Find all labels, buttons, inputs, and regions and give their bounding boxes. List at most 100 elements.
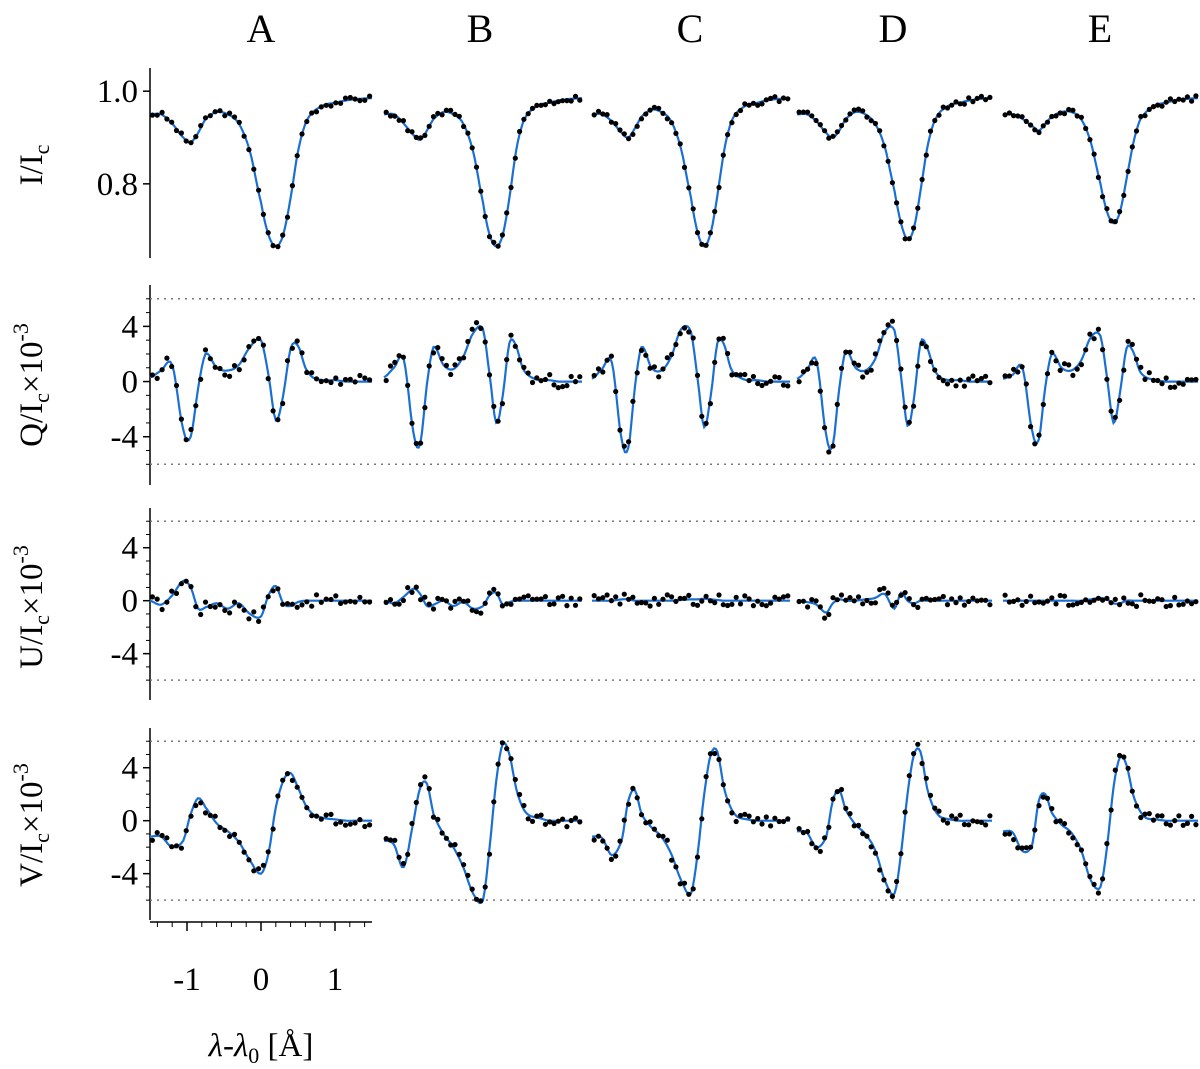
observed-point-i-d <box>974 95 980 101</box>
observed-point-u-c <box>737 601 744 607</box>
observed-point-q-e <box>1121 367 1127 373</box>
observed-point-u-c <box>630 594 636 600</box>
observed-point-u-c <box>763 603 769 609</box>
observed-point-q-e <box>1053 358 1059 364</box>
observed-point-u-b <box>461 598 467 604</box>
observed-point-i-c <box>785 96 791 102</box>
observed-point-v-b <box>430 814 437 820</box>
ylabel-q: Q/Ic×10-3 <box>8 323 54 447</box>
observed-point-i-d <box>966 95 972 101</box>
observed-point-u-b <box>422 594 428 600</box>
observed-point-q-a <box>352 379 358 385</box>
observed-point-i-e <box>1002 112 1008 118</box>
observed-point-q-e <box>1129 341 1135 347</box>
observed-point-i-a <box>217 108 223 114</box>
observed-point-v-a <box>227 833 233 840</box>
observed-point-i-c <box>690 206 696 212</box>
observed-point-u-c <box>742 593 748 599</box>
observed-point-v-e <box>1006 831 1013 837</box>
observed-point-i-e <box>1070 107 1076 113</box>
observed-point-q-e <box>1163 375 1169 381</box>
observed-point-v-b <box>495 761 501 767</box>
column-label-b: B <box>467 6 494 51</box>
observed-point-q-e <box>1133 356 1140 362</box>
observed-point-u-b <box>392 601 398 607</box>
observed-point-u-c <box>768 600 774 606</box>
fit-line-v-e <box>1002 754 1198 891</box>
observed-point-q-d <box>902 404 908 410</box>
observed-point-q-c <box>617 427 623 433</box>
ytick-label-u: 0 <box>122 584 139 620</box>
observed-point-i-c <box>647 107 653 113</box>
observed-point-q-b <box>508 332 514 338</box>
observed-point-v-d <box>983 822 989 828</box>
observed-point-q-e <box>1159 381 1165 387</box>
observed-point-i-b <box>396 117 402 123</box>
observed-point-q-d <box>949 377 955 383</box>
fit-line-i-a <box>149 97 373 248</box>
observed-point-q-c <box>768 378 774 384</box>
observed-point-q-b <box>456 356 462 362</box>
observed-point-q-a <box>256 335 262 342</box>
observed-point-q-a <box>284 358 291 364</box>
observed-point-u-d <box>809 597 815 603</box>
xtick-label: -1 <box>173 962 201 998</box>
observed-point-i-e <box>1159 103 1165 109</box>
observed-point-v-a <box>193 802 199 809</box>
ylabel-u-sup: -3 <box>8 545 33 563</box>
observed-point-i-b <box>456 113 462 119</box>
observed-point-i-d <box>805 109 811 115</box>
observed-point-q-d <box>911 403 917 409</box>
observed-point-u-b <box>551 601 557 607</box>
observed-point-u-a <box>231 599 238 605</box>
observed-point-v-b <box>499 740 505 746</box>
observed-point-q-b <box>538 378 544 384</box>
observed-point-i-b <box>405 128 411 134</box>
observed-point-v-b <box>413 799 419 806</box>
observed-point-v-a <box>309 813 315 819</box>
observed-point-q-d <box>961 383 968 389</box>
observed-point-q-c <box>604 357 610 363</box>
observed-point-q-b <box>430 350 437 356</box>
observed-point-i-a <box>323 102 329 108</box>
observed-point-v-c <box>681 880 688 886</box>
observed-point-v-d <box>860 831 866 837</box>
observed-point-i-e <box>1117 209 1123 215</box>
observed-point-v-b <box>396 854 402 860</box>
observed-point-v-e <box>1074 842 1080 848</box>
observed-point-u-b <box>396 601 402 607</box>
observed-point-q-c <box>673 341 679 348</box>
observed-point-u-c <box>729 601 735 607</box>
observed-point-i-c <box>776 98 782 105</box>
observed-point-q-b <box>482 339 488 345</box>
observed-point-i-c <box>591 112 597 118</box>
observed-point-v-c <box>733 818 739 825</box>
observed-point-q-d <box>885 322 891 328</box>
observed-point-q-a <box>323 378 329 384</box>
observed-point-i-b <box>400 118 406 124</box>
observed-point-q-c <box>750 373 757 380</box>
observed-point-u-a <box>304 599 310 605</box>
observed-point-u-a <box>318 599 324 605</box>
observed-point-v-b <box>547 819 553 825</box>
observed-point-i-b <box>478 188 484 194</box>
observed-point-q-c <box>595 366 602 372</box>
observed-point-i-d <box>843 117 849 123</box>
observed-point-v-d <box>898 851 904 857</box>
observed-point-u-b <box>504 601 510 607</box>
observed-point-u-c <box>690 601 696 607</box>
observed-point-q-c <box>690 335 696 341</box>
observed-point-v-c <box>686 891 692 897</box>
observed-point-q-b <box>448 371 454 378</box>
observed-point-i-b <box>525 111 531 117</box>
observed-point-v-d <box>974 819 980 825</box>
observed-point-q-b <box>521 364 527 370</box>
observed-point-v-c <box>630 785 636 792</box>
observed-point-u-a <box>188 584 194 590</box>
observed-point-v-d <box>838 786 845 793</box>
observed-point-u-b <box>564 603 570 609</box>
svg-text:V/Ic×10-3: V/Ic×10-3 <box>8 763 54 887</box>
observed-point-v-e <box>1057 818 1063 824</box>
observed-point-i-c <box>742 101 748 107</box>
observed-point-u-c <box>772 594 778 600</box>
